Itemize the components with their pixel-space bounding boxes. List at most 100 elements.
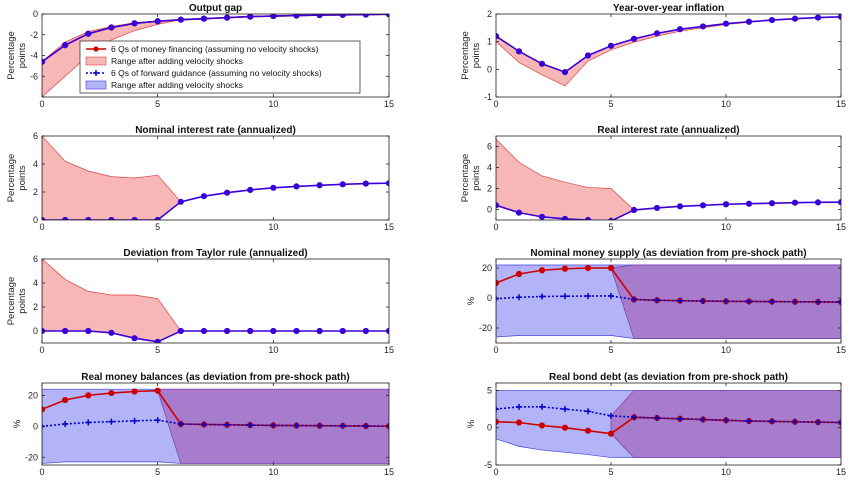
x-tick-label: 10 bbox=[268, 467, 278, 477]
y-tick-label: -1 bbox=[484, 92, 492, 102]
x-tick-label: 10 bbox=[268, 222, 278, 232]
data-point bbox=[630, 206, 638, 214]
data-point bbox=[584, 264, 592, 272]
data-point bbox=[631, 296, 637, 303]
axes-frame bbox=[495, 135, 842, 221]
chart-panel-5: 0 5 10 15 0 2 4 6 Deviation from Taylor rule (an… bbox=[6, 248, 394, 355]
axes-frame bbox=[495, 382, 842, 466]
data-point bbox=[154, 387, 161, 394]
data-point bbox=[62, 421, 69, 427]
data-point bbox=[247, 186, 254, 193]
x-tick-label: 0 bbox=[39, 99, 44, 109]
data-point bbox=[768, 200, 776, 207]
data-point bbox=[85, 327, 92, 335]
plot-area bbox=[496, 14, 841, 97]
data-point bbox=[677, 415, 683, 422]
data-point bbox=[108, 329, 115, 336]
x-tick-label: 10 bbox=[721, 99, 731, 109]
y-axis-label: % bbox=[466, 419, 477, 428]
data-point bbox=[584, 427, 592, 434]
y-tick-label: 20 bbox=[482, 263, 492, 273]
chart-title: Nominal interest rate (annualized) bbox=[135, 125, 296, 136]
legend-item-4: Range after adding velocity shocks bbox=[85, 80, 243, 90]
y-tick-label: -4 bbox=[30, 51, 38, 61]
y-tick-label: 4 bbox=[33, 159, 38, 169]
data-point bbox=[362, 327, 369, 335]
data-point bbox=[837, 199, 841, 206]
x-tick-label: 5 bbox=[155, 467, 160, 477]
y-axis-label: % bbox=[12, 419, 23, 428]
x-tick-label: 0 bbox=[39, 467, 44, 477]
data-point bbox=[608, 292, 614, 299]
data-point bbox=[362, 423, 369, 430]
plot-content bbox=[42, 387, 389, 464]
chart-title: Deviation from Taylor rule (annualized) bbox=[123, 248, 307, 259]
legend-item-3: 6 Qs of forward guidance (assuming no ve… bbox=[86, 68, 322, 78]
x-tick-label: 15 bbox=[384, 222, 394, 232]
axes-frame bbox=[41, 135, 390, 221]
data-point bbox=[316, 14, 323, 19]
x-tick-label: 5 bbox=[608, 222, 613, 232]
data-point bbox=[293, 422, 300, 429]
data-point bbox=[177, 327, 184, 335]
axes-frame bbox=[41, 258, 390, 344]
data-point bbox=[362, 14, 369, 18]
y-axis-label: Percentagepoints bbox=[6, 31, 28, 80]
data-point bbox=[316, 327, 323, 335]
axes-frame bbox=[495, 13, 842, 98]
data-point bbox=[316, 182, 323, 189]
data-point bbox=[247, 422, 254, 429]
data-point bbox=[293, 14, 300, 19]
x-tick-label: 0 bbox=[493, 345, 498, 355]
data-point bbox=[496, 202, 500, 209]
legend-label: 6 Qs of forward guidance (assuming no ve… bbox=[111, 68, 322, 78]
data-point bbox=[584, 52, 592, 59]
x-tick-label: 0 bbox=[39, 222, 44, 232]
y-axis-label: % bbox=[466, 296, 477, 305]
data-point bbox=[700, 416, 706, 423]
data-point bbox=[154, 417, 161, 424]
data-point bbox=[654, 415, 660, 422]
data-point bbox=[699, 23, 707, 30]
data-point bbox=[699, 202, 707, 209]
data-point bbox=[538, 422, 546, 429]
y-tick-label: 0 bbox=[487, 205, 492, 215]
data-point bbox=[496, 295, 499, 302]
y-axis-label: Percentagepoints bbox=[460, 31, 482, 80]
data-point bbox=[516, 403, 522, 410]
data-point bbox=[814, 199, 822, 206]
y-tick-label: 0 bbox=[487, 293, 492, 303]
y-tick-label: 20 bbox=[28, 390, 38, 400]
data-point bbox=[515, 48, 523, 55]
y-tick-label: 0 bbox=[487, 64, 492, 74]
data-point bbox=[653, 30, 661, 37]
data-point bbox=[496, 418, 500, 425]
data-point bbox=[85, 392, 92, 399]
data-point bbox=[607, 430, 615, 437]
x-tick-label: 10 bbox=[268, 345, 278, 355]
x-tick-label: 15 bbox=[836, 222, 846, 232]
data-point bbox=[339, 327, 346, 335]
legend-swatch bbox=[85, 56, 107, 66]
data-point bbox=[838, 299, 841, 306]
plot-content bbox=[496, 14, 841, 87]
series-line-2 bbox=[496, 406, 841, 424]
y-tick-label: 1 bbox=[487, 37, 492, 47]
legend-label: Range after adding velocity shocks bbox=[111, 56, 243, 66]
data-point bbox=[270, 184, 277, 191]
x-tick-label: 15 bbox=[836, 99, 846, 109]
data-point bbox=[769, 298, 775, 305]
x-tick-label: 10 bbox=[721, 222, 731, 232]
series-line-2 bbox=[42, 14, 389, 63]
data-point bbox=[131, 335, 138, 342]
x-tick-label: 5 bbox=[155, 345, 160, 355]
x-tick-label: 0 bbox=[493, 99, 498, 109]
axes-frame bbox=[41, 382, 390, 466]
y-tick-label: 4 bbox=[487, 163, 492, 173]
data-point bbox=[607, 264, 615, 272]
data-point bbox=[200, 15, 208, 22]
chart-panel-4: 0 5 10 15 0 2 4 6 Real interest rate (annualized… bbox=[460, 125, 846, 232]
y-axis-label: Percentagepoints bbox=[6, 277, 28, 326]
legend-marker bbox=[93, 46, 99, 52]
chart-title: Year-over-year inflation bbox=[613, 3, 724, 14]
